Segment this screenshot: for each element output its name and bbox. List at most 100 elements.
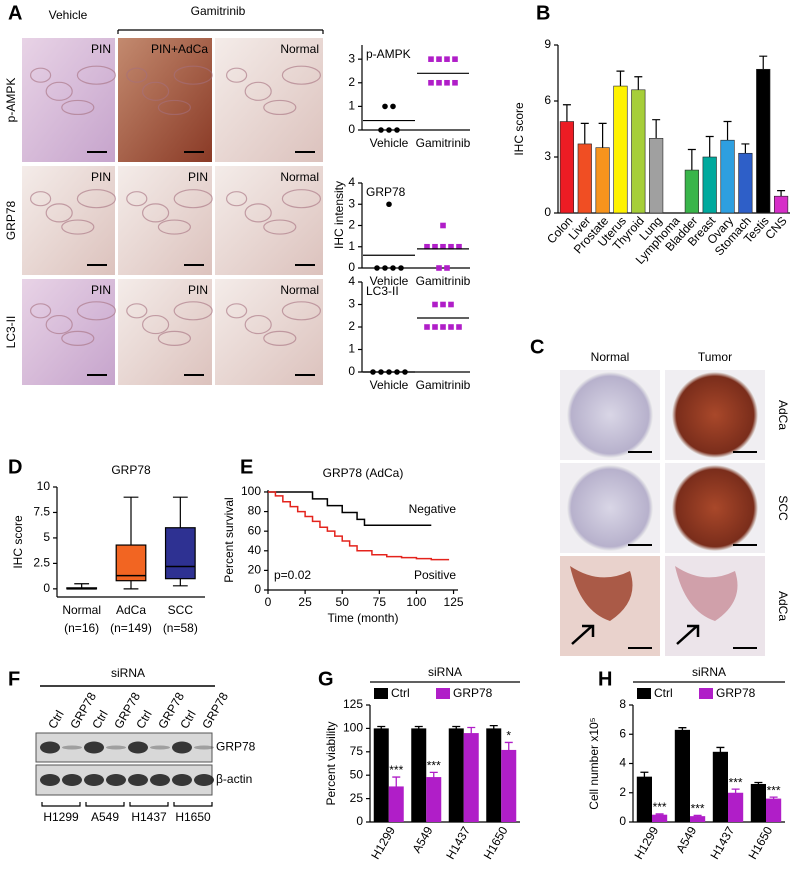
- dot: [386, 127, 392, 133]
- y-tick-label: 2.5: [33, 556, 50, 570]
- legend-label: Positive: [414, 568, 456, 582]
- dot: [428, 79, 434, 86]
- dot: [440, 222, 446, 229]
- error-bar: [777, 190, 786, 197]
- y-tick-label: 7.5: [33, 505, 50, 519]
- decoration: [173, 802, 213, 807]
- x-tick-label: 25: [298, 595, 312, 609]
- dot: [424, 243, 430, 250]
- panel-letter: D: [8, 456, 22, 478]
- y-tick-label: 6: [544, 93, 551, 107]
- histology-image: [215, 166, 323, 275]
- decoration: [567, 372, 653, 458]
- y-tick-label: 3: [348, 51, 355, 65]
- decoration: [281, 65, 321, 85]
- y-tick-label: 0: [348, 364, 355, 378]
- bar: [738, 152, 753, 214]
- legend-label: Ctrl: [654, 686, 673, 700]
- legend-title: siRNA: [692, 665, 726, 679]
- decoration: [76, 301, 117, 321]
- y-tick-label: 50: [350, 767, 364, 781]
- error-bar: [759, 55, 768, 70]
- y-tick-label: 4: [348, 274, 355, 288]
- bar: [728, 792, 744, 822]
- bar: [486, 728, 502, 822]
- y-tick-label: 3: [348, 196, 355, 210]
- y-tick-label: 6: [619, 726, 626, 740]
- lane-label: GRP78: [199, 690, 231, 731]
- legend-label: GRP78: [453, 686, 493, 700]
- count-label: (n=58): [163, 621, 198, 635]
- decoration: [106, 745, 126, 750]
- chart-title: GRP78: [111, 463, 151, 477]
- y-tick-label: 2: [348, 319, 355, 333]
- decoration: [126, 191, 148, 207]
- row-label: SCC: [776, 495, 790, 521]
- decoration: [76, 189, 117, 209]
- bar: [373, 728, 389, 822]
- bar: [652, 814, 668, 822]
- y-tick-label: 100: [343, 721, 363, 735]
- error-bar: [598, 122, 607, 148]
- x-tick-label: CNS: [762, 214, 789, 242]
- decoration: [675, 566, 738, 621]
- decoration: [244, 81, 272, 101]
- error-bar: [562, 104, 571, 122]
- bar: [712, 751, 728, 822]
- legend-swatch: [637, 688, 651, 699]
- dot: [374, 265, 380, 271]
- decoration: [117, 29, 324, 34]
- bar: [756, 68, 771, 214]
- bar: [559, 121, 575, 214]
- annotation: p=0.02: [274, 568, 311, 582]
- decoration: [173, 189, 213, 209]
- chart-title: LC3-II: [366, 284, 399, 298]
- decoration: [281, 301, 321, 321]
- decoration: [567, 465, 653, 551]
- decoration: [40, 741, 60, 754]
- bar: [388, 786, 404, 822]
- decoration: [142, 81, 170, 101]
- x-tick-label: SCC: [168, 603, 194, 617]
- panel-letter: A: [8, 2, 22, 24]
- bar: [766, 798, 782, 822]
- dot: [390, 265, 396, 271]
- y-tick-label: 3: [544, 149, 551, 163]
- lane-label: Ctrl: [45, 708, 66, 731]
- panel-letter: C: [530, 336, 544, 358]
- y-tick-label: 3: [348, 297, 355, 311]
- image-label: PIN+AdCa: [151, 42, 208, 56]
- dot: [444, 56, 450, 62]
- decoration: [62, 745, 82, 750]
- survival-curve: [268, 491, 450, 561]
- decoration: [157, 330, 191, 346]
- histology-image: [118, 279, 212, 385]
- y-tick-label: 75: [350, 744, 364, 758]
- decoration: [570, 566, 633, 621]
- dot: [448, 243, 454, 250]
- dot: [398, 265, 404, 271]
- dot: [432, 324, 438, 330]
- x-tick-label: H1299: [368, 824, 398, 862]
- decoration: [571, 624, 595, 645]
- chart-title: GRP78: [366, 185, 406, 199]
- decoration: [29, 191, 52, 207]
- decoration: [263, 219, 297, 235]
- y-tick-label: 8: [619, 697, 626, 711]
- decoration: [126, 303, 148, 319]
- y-tick-label: 60: [248, 523, 262, 537]
- blot-header: siRNA: [111, 666, 145, 680]
- decoration: [85, 802, 125, 807]
- decoration: [84, 774, 104, 786]
- bar: [702, 156, 717, 214]
- dot: [432, 243, 438, 250]
- x-tick-label: 125: [444, 595, 464, 609]
- x-tick-label: Gamitrinib: [416, 378, 471, 392]
- decoration: [128, 741, 148, 754]
- y-axis-label: IHC intensity: [332, 181, 346, 249]
- bar: [674, 729, 690, 822]
- x-tick-label: Vehicle: [370, 136, 409, 150]
- panel-letter: H: [598, 668, 612, 690]
- y-tick-label: 0: [348, 260, 355, 274]
- decoration: [194, 774, 214, 786]
